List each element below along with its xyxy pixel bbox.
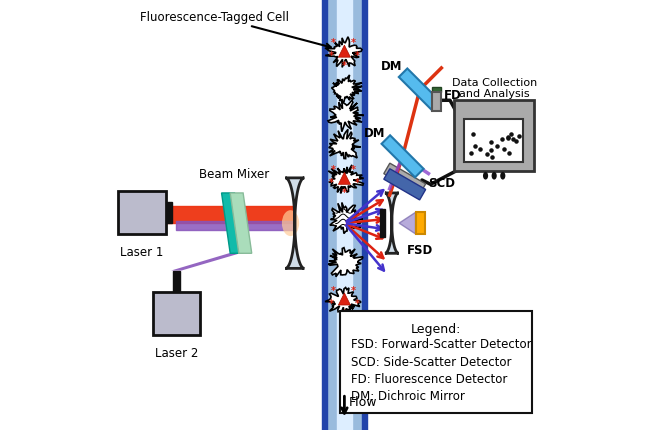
Text: Beam Mixer: Beam Mixer <box>200 168 270 181</box>
Polygon shape <box>339 293 350 305</box>
Polygon shape <box>382 136 424 178</box>
Polygon shape <box>399 213 415 234</box>
Polygon shape <box>230 194 252 254</box>
Text: Laser 1: Laser 1 <box>120 245 164 258</box>
Polygon shape <box>328 100 364 132</box>
Ellipse shape <box>491 172 497 180</box>
Bar <box>454 101 534 172</box>
Text: FSD: FSD <box>407 243 434 256</box>
Polygon shape <box>328 248 363 277</box>
Point <box>466 150 476 157</box>
Bar <box>166 202 172 224</box>
Bar <box>464 120 523 163</box>
Text: FD: FD <box>443 89 461 102</box>
Text: *: * <box>342 308 347 318</box>
Bar <box>173 271 179 292</box>
Bar <box>340 312 532 413</box>
Bar <box>361 0 367 430</box>
Point <box>502 136 513 143</box>
Point <box>504 150 514 157</box>
Text: *: * <box>331 38 336 48</box>
Text: FD: Fluorescence Detector: FD: Fluorescence Detector <box>351 372 507 385</box>
Text: Data Collection
and Analysis: Data Collection and Analysis <box>452 77 537 99</box>
Point <box>506 131 516 138</box>
Bar <box>118 191 166 234</box>
Polygon shape <box>332 76 362 104</box>
Text: FSD: Forward-Scatter Detector: FSD: Forward-Scatter Detector <box>351 338 532 350</box>
Text: *: * <box>329 298 334 308</box>
Polygon shape <box>384 164 426 195</box>
Point <box>503 135 514 141</box>
Text: *: * <box>350 285 356 295</box>
Point <box>492 143 502 150</box>
Polygon shape <box>222 194 243 254</box>
Bar <box>432 92 441 112</box>
Polygon shape <box>339 173 350 185</box>
Point <box>468 131 478 138</box>
Text: *: * <box>355 51 360 61</box>
Ellipse shape <box>282 211 299 236</box>
Point <box>499 146 510 153</box>
Ellipse shape <box>500 172 505 180</box>
Polygon shape <box>385 194 398 254</box>
Bar <box>327 0 361 430</box>
Text: DM: DM <box>364 127 385 140</box>
Text: Legend:: Legend: <box>411 322 461 335</box>
Text: *: * <box>355 178 360 188</box>
Text: SCD: Side-Scatter Detector: SCD: Side-Scatter Detector <box>351 355 512 368</box>
Point <box>486 154 497 161</box>
Polygon shape <box>339 46 350 58</box>
Bar <box>337 0 352 430</box>
Text: DM: DM <box>381 60 402 73</box>
Bar <box>322 0 327 430</box>
Text: SCD: SCD <box>428 176 456 189</box>
Polygon shape <box>399 69 441 111</box>
Point <box>482 151 493 158</box>
Text: *: * <box>329 51 334 61</box>
Point <box>486 147 497 154</box>
Text: Fluorescence-Tagged Cell: Fluorescence-Tagged Cell <box>140 11 331 49</box>
Text: Flow: Flow <box>348 396 377 408</box>
Bar <box>380 210 385 237</box>
Point <box>497 137 507 144</box>
Text: *: * <box>331 285 336 295</box>
Polygon shape <box>171 254 240 271</box>
Polygon shape <box>329 130 361 159</box>
Polygon shape <box>328 166 364 194</box>
Polygon shape <box>325 288 361 315</box>
Text: *: * <box>342 61 347 71</box>
Point <box>511 138 521 145</box>
Text: *: * <box>350 38 356 48</box>
Polygon shape <box>330 203 363 234</box>
Bar <box>415 213 425 234</box>
Text: *: * <box>355 298 360 308</box>
Text: *: * <box>329 178 334 188</box>
Polygon shape <box>325 38 362 68</box>
Point <box>508 136 518 143</box>
Point <box>469 143 480 150</box>
Polygon shape <box>285 178 304 269</box>
Point <box>474 146 485 153</box>
Text: DM: Dichroic Mirror: DM: Dichroic Mirror <box>351 389 465 402</box>
Polygon shape <box>384 169 426 200</box>
Ellipse shape <box>483 172 488 180</box>
Point <box>514 133 524 140</box>
Bar <box>153 292 200 335</box>
Bar <box>432 88 441 92</box>
Point <box>486 139 496 146</box>
Text: *: * <box>350 165 356 175</box>
Text: *: * <box>342 187 347 198</box>
Text: *: * <box>331 165 336 175</box>
Text: Laser 2: Laser 2 <box>155 346 198 359</box>
